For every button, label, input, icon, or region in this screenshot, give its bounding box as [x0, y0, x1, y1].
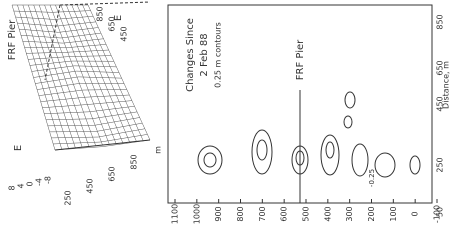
mesh-line	[28, 4, 76, 148]
mesh-line	[76, 4, 137, 142]
y-tick-label: 300	[345, 206, 354, 221]
z-tick-label: -4	[35, 178, 44, 186]
mesh-line	[54, 139, 151, 151]
pier-label: FRF Pier	[7, 19, 18, 60]
y-tick-label: 600	[280, 206, 289, 221]
contour-label: -0.25	[368, 169, 376, 187]
mesh-line	[35, 76, 122, 84]
pier-label: FRF Pier	[295, 39, 306, 80]
y-tick-label: 700	[258, 206, 267, 221]
y-tick-label: 400	[323, 206, 332, 221]
y-tick-label: 200	[367, 206, 376, 221]
mesh-line	[38, 89, 127, 96]
mesh-line	[19, 27, 99, 33]
x-tick-label: 250	[64, 190, 73, 205]
mesh-line	[20, 32, 101, 39]
mesh-line	[17, 21, 96, 27]
title-line: 2 Feb 88	[199, 33, 210, 76]
mesh-line	[44, 106, 135, 114]
mesh-line	[33, 70, 120, 78]
y-tick-label: 0	[411, 211, 420, 216]
mesh-line	[44, 4, 96, 146]
axis-label: E	[13, 145, 24, 151]
mesh-line	[22, 38, 104, 44]
mesh-line	[11, 4, 56, 151]
top-tick-label: 850	[96, 6, 105, 21]
y-tick-label: -100	[433, 205, 442, 223]
mesh-line	[15, 16, 94, 20]
z-tick-label: 4	[17, 183, 26, 188]
y-tick-label: 800	[236, 206, 245, 221]
mesh-line	[22, 4, 69, 149]
mesh-line	[38, 4, 90, 147]
y-tick-label: 1000	[192, 204, 201, 224]
top-tick-label: 650	[108, 16, 117, 31]
mesh-line	[49, 122, 143, 133]
dashed-guide	[44, 4, 61, 81]
x-tick-label: 650	[436, 60, 445, 75]
mesh-line	[71, 4, 130, 143]
title-line: 0.25 m contours	[214, 22, 223, 88]
x-tick-label: 450	[436, 96, 445, 111]
mesh-line	[66, 4, 124, 143]
mesh-line	[47, 117, 140, 127]
y-tick-label: 500	[302, 206, 311, 221]
mesh-line	[46, 111, 138, 121]
base-edge	[54, 139, 151, 151]
y-tick-label: 900	[214, 206, 223, 221]
x-tick-label: 650	[108, 166, 117, 181]
z-tick-label: 8	[8, 185, 17, 190]
mesh-line	[13, 10, 91, 13]
mesh-line	[53, 134, 148, 145]
mesh-line	[51, 128, 145, 139]
mesh-line	[40, 94, 130, 102]
surface-mesh	[11, 4, 151, 151]
mesh-line	[37, 82, 125, 90]
dashed-guide	[59, 1, 151, 6]
x-tick-label: 850	[436, 14, 445, 29]
contours	[197, 91, 421, 178]
z-tick-label: 0	[26, 181, 35, 186]
z-tick-label: -8	[44, 176, 53, 184]
mesh-line	[33, 4, 83, 148]
mesh-line	[31, 65, 117, 72]
y-tick-label: 1100	[171, 204, 180, 224]
mesh-line	[87, 4, 151, 141]
mesh-line	[17, 4, 63, 150]
mesh-line	[60, 4, 117, 144]
mesh-line	[55, 4, 110, 145]
mesh-line	[49, 4, 103, 146]
x-axis-label: Distance, m	[442, 61, 450, 109]
x-tick-label: 850	[130, 154, 139, 169]
title-line: Changes Since	[185, 18, 196, 92]
mesh-line	[82, 4, 144, 141]
x-tick-label: 50	[436, 207, 445, 217]
top-unit: E	[113, 15, 124, 21]
x-unit: m	[154, 146, 163, 154]
y-tick-label: 100	[389, 206, 398, 221]
x-tick-label: 250	[436, 157, 445, 172]
top-tick-label: 450	[120, 26, 129, 41]
x-tick-label: 450	[86, 178, 95, 193]
mesh-line	[29, 60, 114, 66]
mesh-line	[24, 44, 107, 49]
mesh-line	[28, 55, 112, 60]
